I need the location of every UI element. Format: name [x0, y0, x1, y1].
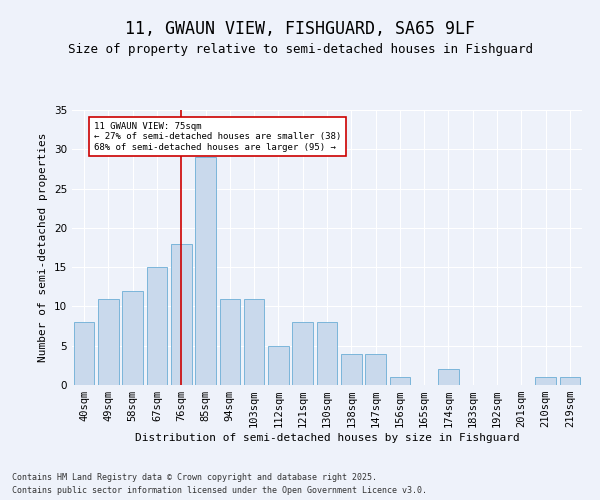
- Bar: [244, 298, 265, 385]
- Text: 11 GWAUN VIEW: 75sqm
← 27% of semi-detached houses are smaller (38)
68% of semi-: 11 GWAUN VIEW: 75sqm ← 27% of semi-detac…: [94, 122, 341, 152]
- Text: 11, GWAUN VIEW, FISHGUARD, SA65 9LF: 11, GWAUN VIEW, FISHGUARD, SA65 9LF: [125, 20, 475, 38]
- Text: Size of property relative to semi-detached houses in Fishguard: Size of property relative to semi-detach…: [67, 42, 533, 56]
- Bar: [292, 322, 313, 385]
- Bar: [365, 354, 386, 385]
- Bar: [171, 244, 191, 385]
- Bar: [74, 322, 94, 385]
- Y-axis label: Number of semi-detached properties: Number of semi-detached properties: [38, 132, 49, 362]
- Bar: [98, 298, 119, 385]
- Bar: [268, 346, 289, 385]
- Bar: [438, 370, 459, 385]
- Bar: [317, 322, 337, 385]
- Text: Contains HM Land Registry data © Crown copyright and database right 2025.: Contains HM Land Registry data © Crown c…: [12, 472, 377, 482]
- Bar: [560, 377, 580, 385]
- X-axis label: Distribution of semi-detached houses by size in Fishguard: Distribution of semi-detached houses by …: [134, 433, 520, 443]
- Bar: [195, 157, 216, 385]
- Bar: [341, 354, 362, 385]
- Bar: [122, 290, 143, 385]
- Text: Contains public sector information licensed under the Open Government Licence v3: Contains public sector information licen…: [12, 486, 427, 495]
- Bar: [220, 298, 240, 385]
- Bar: [535, 377, 556, 385]
- Bar: [146, 267, 167, 385]
- Bar: [389, 377, 410, 385]
